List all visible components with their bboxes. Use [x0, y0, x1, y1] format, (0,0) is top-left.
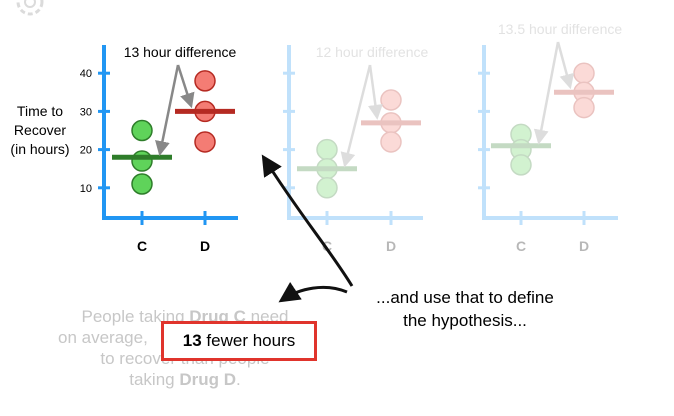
point-d [380, 89, 402, 111]
x-tick-label-c: C [322, 238, 332, 254]
point-c [510, 123, 532, 146]
x-tick-label-d: D [200, 238, 210, 254]
difference-label: 13.5 hour difference [498, 21, 622, 37]
point-d [194, 70, 216, 92]
panel-1: 40 30 20 10 C D 13 hour difference [80, 44, 238, 254]
define-line-1: ...and use that to define [376, 288, 554, 307]
arrow-to-mean-c [155, 64, 180, 157]
x-tick-label-d: D [386, 238, 396, 254]
point-c [131, 173, 153, 195]
point-c [316, 138, 338, 161]
y-axis-label-line-2: Recover [13, 122, 67, 138]
define-arrow-left [278, 281, 348, 303]
define-arrow-up [261, 154, 354, 287]
arrow-to-mean-d [367, 64, 383, 120]
x-tick-label-c: C [137, 238, 147, 254]
y-axis-label: Time to Recover (in hours) [4, 102, 76, 159]
y-tick-label: 20 [80, 145, 92, 157]
boxed-number: 13 [182, 331, 202, 350]
point-d [573, 62, 595, 84]
x-tick-label-d: D [579, 238, 589, 254]
point-d [380, 112, 402, 134]
y-axis-label-line-3: (in hours) [10, 141, 70, 157]
point-d [194, 131, 216, 153]
highlighted-fewer-hours: 13 fewer hours [161, 321, 317, 361]
arrow-to-mean-c [340, 64, 372, 168]
arrow-to-mean-c [533, 41, 560, 145]
hypothesis-line-4: taking Drug D. [20, 369, 350, 390]
y-tick-label: 40 [80, 68, 92, 80]
hypothesis-line-1-pre: People taking [81, 307, 190, 326]
difference-label: 13 hour difference [124, 44, 237, 60]
hypothesis-line-2-pre: on average, [58, 328, 148, 347]
define-line-2: the hypothesis... [403, 311, 527, 330]
hypothesis-drug-d: Drug D [179, 370, 237, 389]
hypothesis-line-4-post: . [236, 370, 241, 389]
hypothesis-line-4-pre: taking [129, 370, 180, 389]
point-c [131, 150, 153, 172]
y-tick-label: 30 [80, 106, 92, 118]
y-tick-label: 10 [80, 183, 92, 195]
define-hypothesis-text: ...and use that to define the hypothesis… [345, 286, 585, 332]
x-tick-label-c: C [516, 238, 526, 254]
point-d [573, 81, 595, 104]
boxed-text: fewer hours [201, 331, 296, 350]
point-c [510, 154, 532, 176]
panel-3: C D 13.5 hour difference [478, 21, 622, 254]
arrow-to-mean-d [556, 41, 575, 90]
panel-2: C D 12 hour difference [283, 44, 429, 254]
hypothesis-line-2: on average, [20, 327, 350, 348]
point-c [131, 119, 153, 142]
difference-label: 12 hour difference [316, 44, 429, 60]
point-c [510, 138, 532, 161]
point-d [573, 96, 595, 119]
gear-icon [16, 0, 44, 16]
arrow-to-mean-d [176, 64, 195, 109]
y-axis-label-line-1: Time to [16, 103, 64, 119]
hypothesis-text: People taking Drug C need on average, to… [20, 306, 350, 390]
point-d [380, 131, 402, 153]
point-c [316, 177, 338, 199]
point-c [316, 157, 338, 180]
